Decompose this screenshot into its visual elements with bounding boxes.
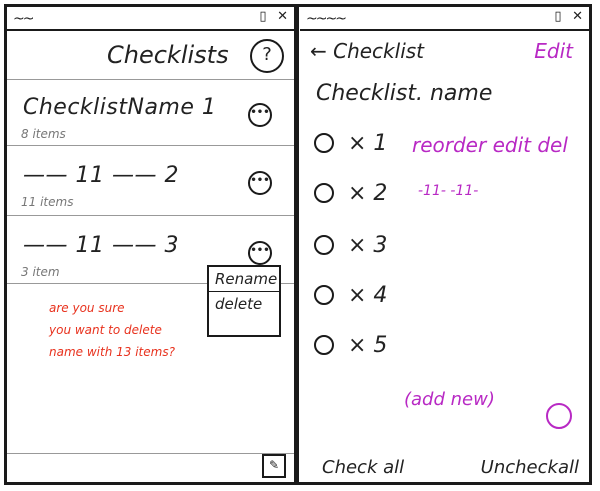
item-count: 3 item	[21, 265, 60, 279]
checkbox[interactable]	[314, 133, 334, 153]
checklist-item[interactable]: × 3	[314, 233, 387, 258]
list-item[interactable]: —— 11 —— 3 3 item •••	[7, 219, 294, 285]
item-label: × 4	[348, 283, 388, 308]
divider	[7, 215, 294, 216]
status-icons: ▯ ✕	[253, 9, 288, 24]
item-count: 11 items	[21, 195, 74, 209]
checkbox[interactable]	[314, 183, 334, 203]
battery-icon: ▯	[554, 9, 562, 24]
edit-icon[interactable]: ✎	[262, 454, 286, 478]
item-count: 8 items	[21, 127, 66, 141]
uncheck-all-button[interactable]: Uncheckall	[480, 457, 579, 478]
check-all-button[interactable]: Check all	[322, 457, 405, 478]
swirl-icon	[546, 403, 572, 429]
checkbox[interactable]	[314, 235, 334, 255]
checklist-item[interactable]: × 5	[314, 333, 387, 358]
checkbox[interactable]	[314, 285, 334, 305]
rename-menu-item[interactable]: Rename	[215, 270, 278, 288]
more-options-icon[interactable]: •••	[248, 241, 272, 265]
close-icon[interactable]: ✕	[277, 9, 288, 24]
checklist-name: ChecklistName 1	[23, 95, 217, 120]
item-label: × 2	[348, 181, 388, 206]
title-bar: Checklists ?	[7, 31, 294, 80]
checklist-detail-panel: ~~~~ ▯ ✕ ← Checklist Edit Checklist. nam…	[300, 7, 589, 482]
confirm-line: name with 13 items?	[49, 345, 175, 359]
more-options-icon[interactable]: •••	[248, 171, 272, 195]
checklist-name: —— 11 —— 2	[23, 163, 179, 188]
panel-divider	[294, 7, 299, 482]
divider	[7, 145, 294, 146]
close-icon[interactable]: ✕	[572, 9, 583, 24]
checklist-item[interactable]: × 2	[314, 181, 387, 206]
checkbox[interactable]	[314, 335, 334, 355]
status-bar: ~~~~ ▯ ✕	[300, 7, 589, 31]
battery-icon: ▯	[259, 9, 267, 24]
checklists-panel: ~~ ▯ ✕ Checklists ? ChecklistName 1 8 it…	[7, 7, 294, 482]
list-item[interactable]: —— 11 —— 2 11 items •••	[7, 149, 294, 215]
page-title: Checklists	[107, 41, 229, 69]
item-actions-ditto: -11- -11-	[418, 183, 479, 199]
item-label: × 5	[348, 333, 388, 358]
item-label: × 1	[348, 131, 388, 156]
divider	[7, 283, 294, 284]
app-frame: ~~ ▯ ✕ Checklists ? ChecklistName 1 8 it…	[4, 4, 592, 485]
signal-icon: ~~~~	[306, 11, 347, 27]
back-button[interactable]: ← Checklist	[310, 39, 425, 63]
checklist-item[interactable]: × 4	[314, 283, 387, 308]
status-icons: ▯ ✕	[548, 9, 583, 24]
checklist-name: —— 11 —— 3	[23, 233, 179, 258]
add-new-button[interactable]: (add new)	[404, 389, 495, 410]
delete-confirmation-note: are you sure you want to delete name wit…	[49, 297, 209, 363]
signal-icon: ~~	[13, 11, 35, 27]
context-menu: Rename delete	[207, 265, 281, 337]
item-label: × 3	[348, 233, 388, 258]
status-bar: ~~ ▯ ✕	[7, 7, 294, 31]
bottom-bar: ✎	[7, 453, 294, 482]
confirm-line: are you sure	[49, 301, 125, 315]
more-options-icon[interactable]: •••	[248, 103, 272, 127]
edit-button[interactable]: Edit	[534, 39, 573, 63]
help-button[interactable]: ?	[250, 39, 284, 73]
list-item[interactable]: ChecklistName 1 8 items •••	[7, 81, 294, 147]
delete-menu-item[interactable]: delete	[215, 295, 263, 313]
checklist-item[interactable]: × 1	[314, 131, 387, 156]
item-actions-annotation: reorder edit del	[412, 133, 568, 157]
checklist-title: Checklist. name	[316, 81, 493, 106]
confirm-line: you want to delete	[49, 323, 162, 337]
menu-divider	[209, 291, 279, 292]
